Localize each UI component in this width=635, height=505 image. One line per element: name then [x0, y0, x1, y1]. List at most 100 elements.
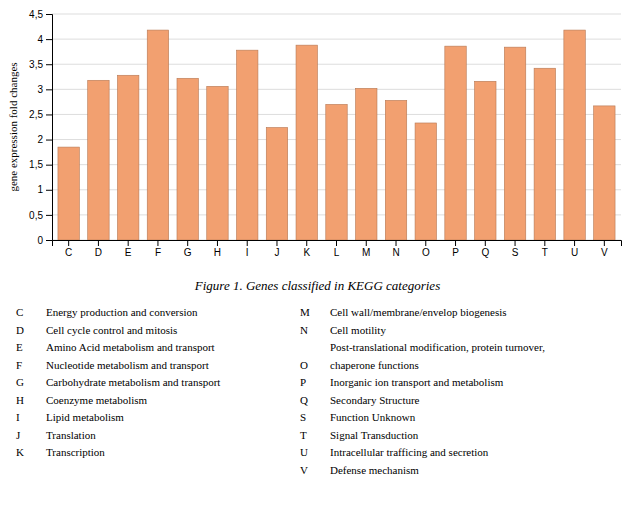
y-tick: 2,5 [29, 109, 52, 120]
key-letter: P [300, 376, 306, 388]
x-tick-mark [98, 240, 99, 246]
y-tick: 4,5 [29, 9, 52, 20]
key-description: Transcription [46, 446, 105, 458]
y-tick-label: 3,5 [29, 59, 43, 70]
key-description: Cell wall/membrane/envelop biogenesis [330, 306, 507, 318]
x-tick-mark [574, 240, 575, 246]
x-tick: F [155, 240, 161, 258]
x-tick: G [184, 240, 192, 258]
title: Figure 1. Genes classified in KEGG categ… [194, 278, 440, 293]
plot-area: 00,511,522,533,544,5CDEFGHIJKLMNOPQSTUV [29, 9, 621, 258]
x-tick: J [274, 240, 279, 258]
bar [564, 30, 585, 240]
x-tick-mark [366, 240, 367, 246]
x-tick-label: U [571, 247, 578, 258]
x-tick: M [362, 240, 370, 258]
category-key: CEnergy production and conversionDCell c… [16, 306, 545, 476]
y-tick-label: 3 [37, 84, 43, 95]
x-tick: V [601, 240, 608, 258]
x-tick: T [542, 240, 548, 258]
x-tick-mark [157, 240, 158, 246]
y-tick-label: 4,5 [29, 9, 43, 20]
key-letter: E [16, 341, 23, 353]
y-tick: 2 [37, 134, 52, 145]
key-description: Signal Transduction [330, 429, 419, 441]
x-tick-mark [68, 240, 69, 246]
x-tick-label: F [155, 247, 161, 258]
key-description: Intracellular trafficing and secretion [330, 446, 489, 458]
key-letter: N [300, 324, 308, 336]
x-tick-mark [276, 240, 277, 246]
key-description: Secondary Structure [330, 394, 420, 406]
x-tick-label: D [95, 247, 102, 258]
key-description: Amino Acid metabolism and transport [46, 341, 215, 353]
key-description: Translation [46, 429, 96, 441]
bar [356, 88, 377, 240]
x-tick-label: C [65, 247, 72, 258]
x-tick: H [214, 240, 221, 258]
x-tick-mark [336, 240, 337, 246]
key-description: Energy production and conversion [46, 306, 198, 318]
x-tick-label: K [303, 247, 310, 258]
y-tick-mark [46, 165, 52, 166]
key-letter: T [300, 429, 307, 441]
x-tick: D [95, 240, 102, 258]
x-tick-mark [187, 240, 188, 246]
x-tick-label: P [452, 247, 459, 258]
key-letter: G [16, 376, 24, 388]
bar [475, 81, 496, 240]
key-description: Function Unknown [330, 411, 416, 423]
y-tick: 3 [37, 84, 52, 95]
key-letter: V [300, 464, 308, 476]
y-tick-mark [46, 215, 52, 216]
y-tick-label: 4 [37, 34, 43, 45]
x-tick-label: Q [481, 247, 489, 258]
key-letter: U [300, 446, 308, 458]
x-tick-mark [485, 240, 486, 246]
key-description: Cell motility [330, 324, 386, 336]
x-tick: I [246, 240, 249, 258]
key-description: Post-translational modification, protein… [330, 341, 545, 353]
key-letter: K [16, 446, 24, 458]
x-tick-label: O [422, 247, 430, 258]
y-tick: 3,5 [29, 59, 52, 70]
key-description: Cell cycle control and mitosis [46, 324, 177, 336]
y-tick-label: 2 [37, 134, 43, 145]
bars [58, 30, 615, 240]
x-tick-mark [604, 240, 605, 246]
y-tick: 1,5 [29, 159, 52, 170]
bar [58, 147, 79, 240]
bar [594, 106, 615, 240]
x-tick: P [452, 240, 459, 258]
x-tick-mark [544, 240, 545, 246]
key-letter: D [16, 324, 24, 336]
x-tick: U [571, 240, 578, 258]
key-letter: F [16, 359, 22, 371]
y-tick-mark [46, 64, 52, 65]
x-tick: O [422, 240, 430, 258]
grid-line [52, 14, 621, 15]
key-letter: J [16, 429, 21, 441]
bar [296, 45, 317, 240]
chart: 00,511,522,533,544,5CDEFGHIJKLMNOPQSTUVg… [0, 0, 635, 505]
y-tick: 0 [37, 235, 52, 246]
y-tick: 4 [37, 34, 52, 45]
bar [326, 104, 347, 240]
bar [534, 68, 555, 240]
key-letter: M [300, 306, 310, 318]
y-tick-label: 0,5 [29, 210, 43, 221]
x-tick-label: N [392, 247, 399, 258]
x-tick: C [65, 240, 72, 258]
x-tick-label: M [362, 247, 370, 258]
x-tick: Q [481, 240, 489, 258]
x-tick-mark [425, 240, 426, 246]
bar [237, 50, 258, 240]
grid-line [52, 64, 621, 65]
x-tick-mark [515, 240, 516, 246]
key-letter: S [300, 411, 306, 423]
bar [147, 30, 168, 240]
x-tick-label: I [246, 247, 249, 258]
y-tick-mark [46, 89, 52, 90]
grid [52, 14, 621, 240]
y-tick-label: 0 [37, 235, 43, 246]
